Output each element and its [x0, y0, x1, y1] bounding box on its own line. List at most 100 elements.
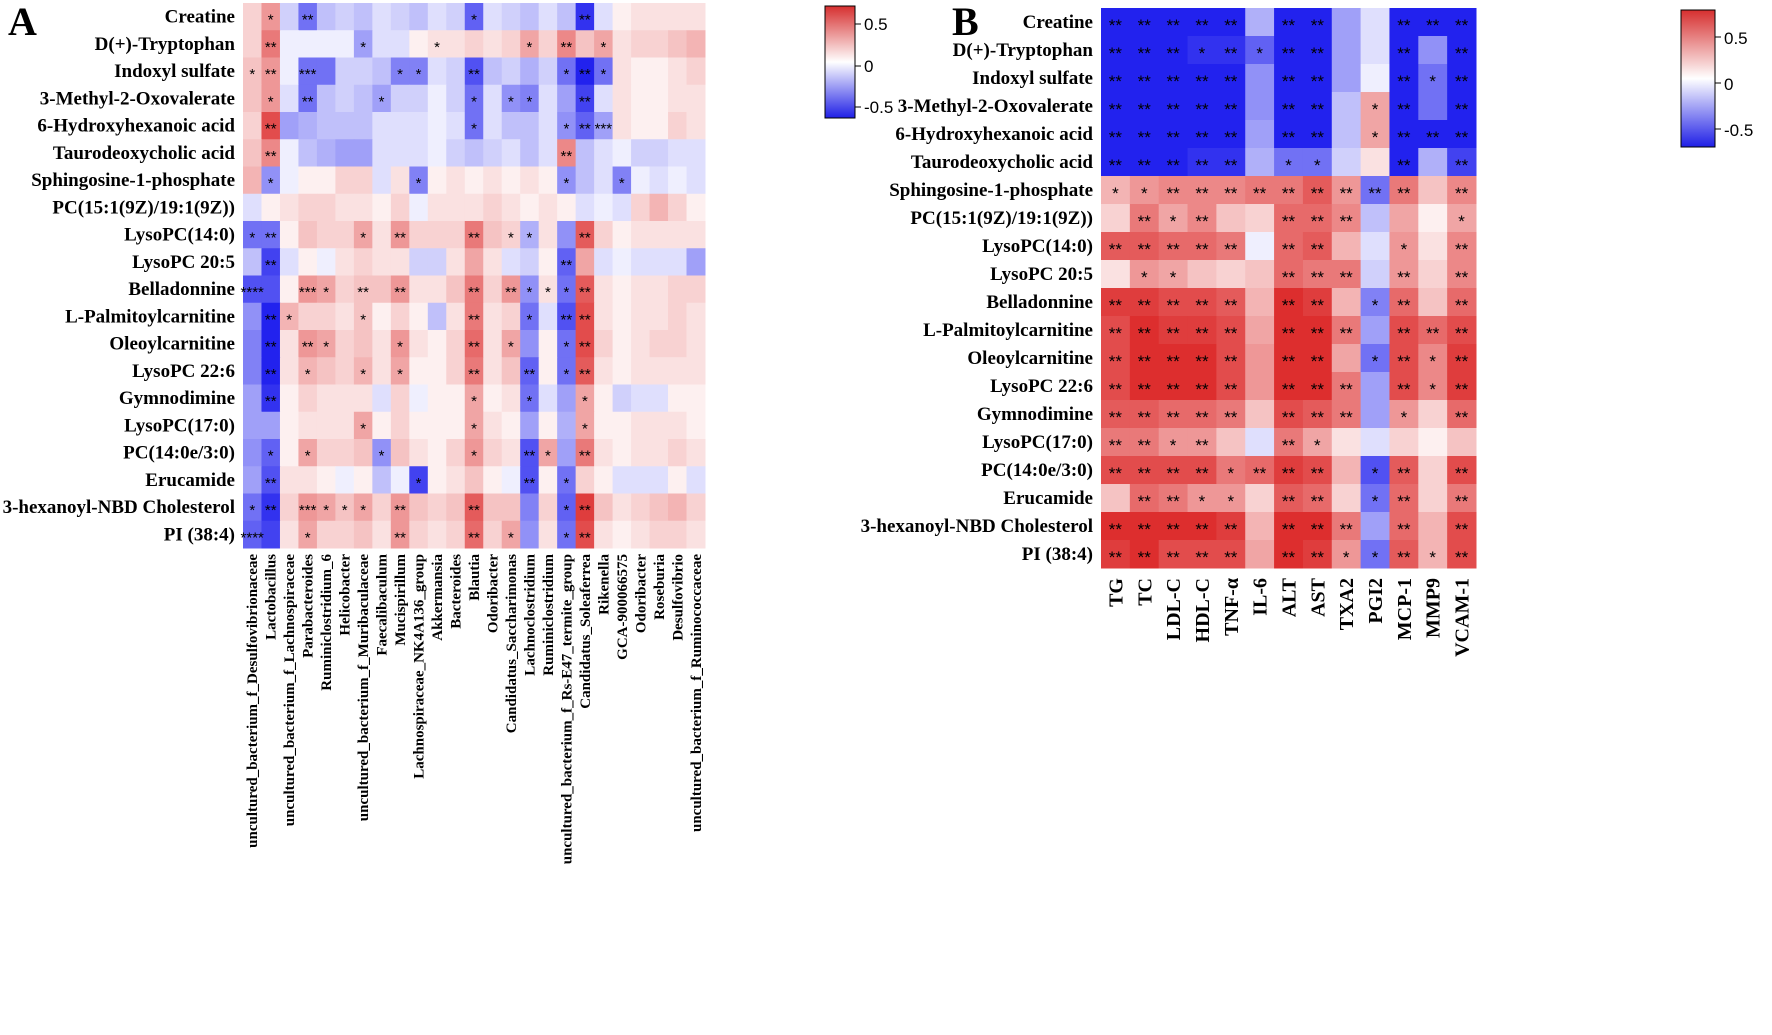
- heatmap-cell: [1418, 8, 1448, 37]
- heatmap-cell: [1360, 484, 1390, 513]
- heatmap-cell: [1216, 540, 1246, 569]
- significance-star: **: [1455, 324, 1469, 343]
- heatmap-cell: [1245, 456, 1275, 485]
- heatmap-cell: [243, 384, 262, 413]
- panel-a-letter: A: [8, 0, 37, 44]
- column-label: Mucispirillum: [393, 553, 409, 645]
- heatmap-cell: [390, 112, 410, 140]
- heatmap-cell: [557, 275, 577, 304]
- significance-star: **: [1282, 268, 1296, 287]
- heatmap-cell: [1302, 36, 1333, 65]
- heatmap-cell: [261, 411, 281, 440]
- heatmap-cell: [1389, 148, 1419, 177]
- heatmap-cell: [353, 384, 373, 413]
- significance-star: **: [1138, 44, 1152, 63]
- heatmap-cell: [1389, 36, 1419, 65]
- row-label: Erucamide: [1003, 488, 1093, 509]
- heatmap-cell: [372, 112, 392, 140]
- heatmap-cell: [1129, 428, 1160, 457]
- column-label: Candidatus_Saccharimonas: [504, 554, 520, 733]
- heatmap-cell: [594, 411, 614, 440]
- significance-star: *: [619, 175, 625, 192]
- heatmap-cell: [1101, 372, 1131, 401]
- heatmap-cell: [1389, 232, 1419, 261]
- heatmap-cell: [483, 275, 503, 304]
- heatmap-cell: [409, 384, 429, 413]
- heatmap-cell: [520, 112, 540, 140]
- row-label: Belladonnine: [128, 279, 235, 300]
- heatmap-cell: [427, 493, 447, 522]
- significance-star: **: [1397, 492, 1411, 511]
- heatmap-cell: [243, 30, 262, 58]
- heatmap-cell: [464, 139, 484, 167]
- heatmap-cell: [557, 439, 577, 467]
- heatmap-cell: [612, 439, 632, 467]
- significance-star: *: [471, 393, 477, 410]
- heatmap-cell: [575, 166, 595, 195]
- heatmap-cell: [1101, 400, 1131, 429]
- heatmap-cell: [686, 139, 706, 167]
- significance-star: *: [323, 502, 329, 519]
- heatmap-cell: [538, 357, 558, 385]
- significance-star: **: [1166, 100, 1180, 119]
- heatmap-cell: [1447, 92, 1477, 121]
- heatmap-cell: [1216, 8, 1246, 37]
- heatmap-cell: [409, 357, 429, 385]
- heatmap-cell: [612, 411, 632, 440]
- heatmap-cell: [1389, 456, 1419, 485]
- heatmap-cell: [501, 466, 521, 494]
- heatmap-cell: [446, 466, 466, 494]
- heatmap-cell: [409, 275, 429, 304]
- heatmap-cell: [501, 275, 521, 304]
- significance-star: *: [582, 393, 588, 410]
- heatmap-cell: [316, 302, 336, 331]
- heatmap-cell: [390, 493, 410, 522]
- heatmap-cell: [520, 193, 540, 222]
- significance-star: **: [1138, 436, 1152, 455]
- heatmap-cell: [538, 139, 558, 167]
- heatmap-cell: [594, 84, 614, 113]
- column-label: Lachnoclostridium: [522, 554, 538, 676]
- heatmap-cell: [520, 84, 540, 113]
- heatmap-cell: [446, 193, 466, 222]
- heatmap-cell: [631, 57, 651, 86]
- heatmap-cell: [372, 248, 392, 276]
- significance-star: **: [1224, 156, 1238, 175]
- heatmap-cell: [1447, 64, 1477, 93]
- heatmap-a: Creatine D(+)-Tryptophan Indoxyl sulfate 3-…: [3, 3, 706, 864]
- significance-star: *: [268, 93, 274, 110]
- heatmap-cell: [1360, 400, 1390, 429]
- significance-star: *: [268, 175, 274, 192]
- heatmap-cell: [1331, 344, 1362, 373]
- significance-star: *: [1112, 184, 1119, 203]
- significance-star: **: [302, 12, 314, 29]
- heatmap-cell: [1187, 428, 1217, 457]
- heatmap-cell: [261, 57, 281, 86]
- heatmap-cell: [409, 166, 429, 195]
- heatmap-cell: [1187, 316, 1217, 345]
- significance-star: **: [265, 66, 277, 83]
- heatmap-cell: [1360, 176, 1390, 205]
- significance-star: **: [265, 311, 277, 328]
- row-label: 6-Hydroxyhexanoic acid: [895, 124, 1093, 145]
- column-label: Desulfovibrio: [670, 554, 686, 641]
- heatmap-cell: [1389, 540, 1419, 569]
- heatmap-cell: [631, 302, 651, 331]
- significance-star: **: [1311, 324, 1325, 343]
- heatmap-cell: [1331, 484, 1362, 513]
- heatmap-cell: [557, 248, 577, 276]
- heatmap-cell: [261, 439, 281, 467]
- heatmap-cell: [446, 439, 466, 467]
- heatmap-cell: [501, 221, 521, 249]
- heatmap-cell: [298, 166, 318, 195]
- significance-star: **: [265, 148, 277, 165]
- heatmap-cell: [520, 248, 540, 276]
- heatmap-cell: [1360, 512, 1390, 541]
- row-label: PC(14:0e/3:0): [123, 443, 235, 464]
- heatmap-cell: [483, 520, 503, 549]
- heatmap-cell: [1274, 428, 1304, 457]
- heatmap-cell: [1129, 148, 1160, 177]
- heatmap-cell: [1447, 120, 1477, 149]
- significance-star: **: [302, 339, 314, 356]
- heatmap-cell: [372, 166, 392, 195]
